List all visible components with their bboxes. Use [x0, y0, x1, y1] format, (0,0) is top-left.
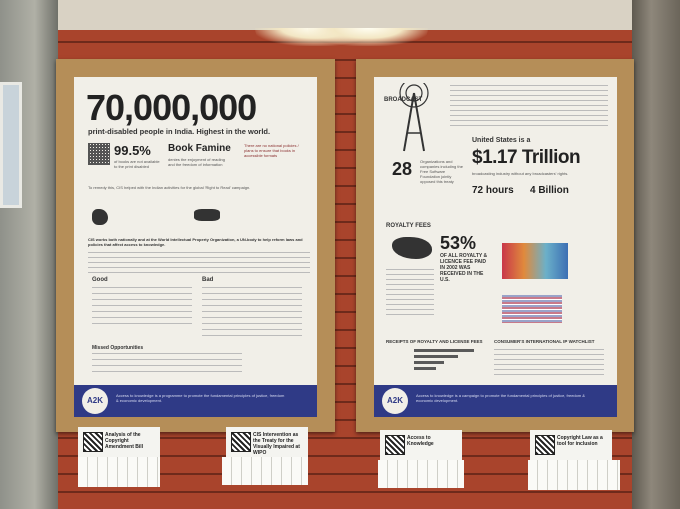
qr-code-icon [385, 435, 405, 455]
stat-percent-text: of books are not available to the print … [114, 159, 160, 169]
good-list [92, 287, 192, 327]
broadcast-body [450, 85, 608, 129]
receipts-label: RECEIPTS OF ROYALTY AND LICENSE FEES [386, 339, 483, 344]
broadcast-label: BROADCAST [384, 97, 423, 103]
card-label: Analysis of the Copyright Amendment Bill [105, 432, 144, 450]
bad-list [202, 287, 302, 337]
trillion-sub: broadcasting industry without any broadc… [472, 171, 569, 176]
stone-wall-right [632, 0, 680, 509]
receipts-bar [414, 367, 436, 370]
a2k-logo: A2K [382, 388, 408, 414]
stone-wall-left [0, 0, 58, 509]
good-label: Good [92, 277, 108, 283]
footer-text: Access to knowledge is a campaign to pro… [416, 393, 585, 403]
headline-number: 70,000,000 [86, 87, 257, 128]
us-text: United States is a [472, 137, 531, 144]
a2k-logo: A2K [82, 388, 108, 414]
right-poster-footer: A2K Access to knowledge is a campaign to… [374, 385, 617, 417]
tear-off-tabs[interactable] [528, 460, 620, 490]
tear-off-tabs[interactable] [378, 460, 464, 488]
trillion-number: $1.17 Trillion [472, 147, 581, 168]
broadcast-tower-icon [399, 83, 429, 152]
qr-code-icon [535, 435, 555, 455]
receipts-bar [414, 361, 444, 364]
headline-sub: print-disabled people in India. Highest … [88, 127, 271, 136]
royalty-label: ROYALTY FEES [386, 223, 431, 229]
people-grid-icon [88, 143, 110, 165]
card-label: Copyright Law as a tool for inclusion [557, 435, 603, 447]
billion-number: 4 Billion [530, 185, 569, 196]
missed-list [92, 353, 242, 377]
consumer-table [494, 349, 604, 375]
hours-number: 72 hours [472, 185, 514, 196]
tear-off-tabs[interactable] [78, 457, 160, 487]
wall-lamp [308, 28, 428, 46]
usa-map-icon [392, 237, 432, 259]
world-heatmap [502, 243, 568, 279]
tear-off-tabs[interactable] [222, 457, 308, 485]
world-map-icon [194, 209, 220, 221]
right-to-read-text: To remedy this, CIS helped with the Indi… [88, 185, 251, 190]
india-map-icon [92, 209, 108, 225]
policy-text: There are no national policies / plans t… [244, 143, 299, 158]
qr-code-icon [231, 432, 251, 452]
bad-label: Bad [202, 277, 214, 283]
receipts-bar [414, 355, 458, 358]
ip-table [502, 295, 562, 323]
book-famine-title: Book Famine [168, 143, 231, 154]
qr-card[interactable]: Access to Knowledge [380, 430, 462, 460]
orgs-text: Organizations and companies including th… [420, 159, 463, 184]
right-poster: BROADCAST 28 Organizations and companies… [374, 77, 617, 417]
consumer-label: CONSUMER'S INTERNATIONAL IP WATCHLIST [494, 339, 595, 344]
receipts-bar [414, 349, 474, 352]
qr-card[interactable]: CIS Intervention as the Treaty for the V… [226, 427, 308, 457]
footer-text: Access to knowledge is a programme to pr… [116, 393, 285, 403]
book-famine-text: denies the enjoyment of reading and the … [168, 157, 225, 167]
royalty-body [386, 269, 434, 319]
left-poster-footer: A2K Access to knowledge is a programme t… [74, 385, 317, 417]
qr-code-icon [83, 432, 103, 452]
qr-card[interactable]: Copyright Law as a tool for inclusion [530, 430, 612, 460]
missed-label: Missed Opportunities [92, 345, 144, 351]
wipo-text: CIS works both nationally and at the Wor… [88, 237, 303, 247]
orgs-number: 28 [392, 159, 413, 179]
card-label: CIS Intervention as the Treaty for the V… [253, 432, 300, 456]
card-label: Access to Knowledge [407, 435, 434, 447]
stat-percent: 99.5% [114, 143, 151, 158]
royalty-text: OF ALL ROYALTY & LICENCE FEE PAID IN 200… [440, 253, 488, 283]
qr-card[interactable]: Analysis of the Copyright Amendment Bill [78, 427, 160, 457]
left-poster: 70,000,000 print-disabled people in Indi… [74, 77, 317, 417]
royalty-percent: 53% [440, 233, 477, 253]
window [0, 82, 22, 208]
body-lines [88, 252, 310, 274]
